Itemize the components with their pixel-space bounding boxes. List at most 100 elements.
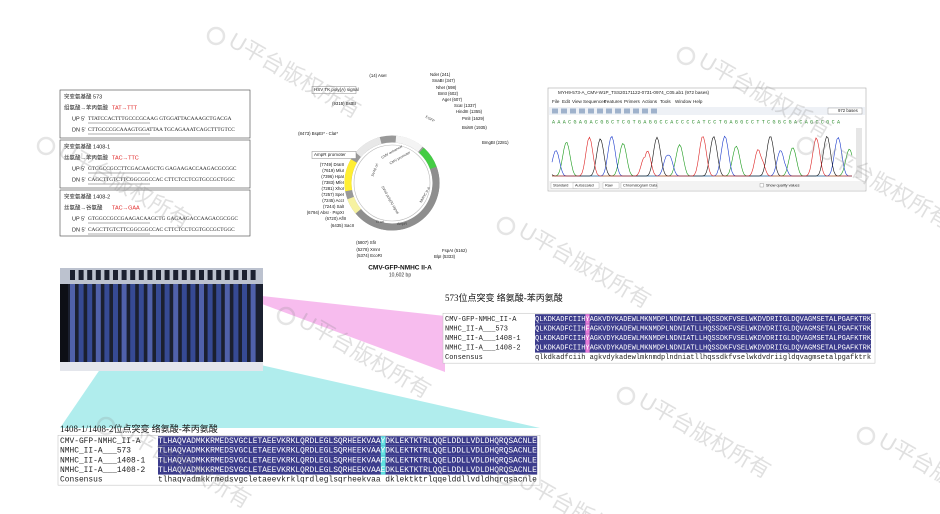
plasmid-size: 10,602 bp (389, 272, 411, 278)
feature-arc (355, 166, 440, 231)
gel-well (156, 270, 161, 280)
gel-well (233, 270, 239, 280)
mutation-highlight (380, 465, 386, 475)
restriction-site: SnaBI (347) (432, 78, 455, 83)
primer-title: 突变氨基酸 573 (64, 92, 102, 100)
sequence-name: CMV-GFP-NMHC_II-A (445, 316, 517, 324)
restriction-site: (5374) EcoRI (357, 253, 382, 258)
restriction-site: BmgBI (2281) (482, 140, 509, 145)
mutation-highlight (585, 333, 590, 343)
gel-well (242, 270, 247, 280)
watermark-logo (276, 306, 296, 326)
gel-lane (130, 284, 136, 364)
sequence-name: CMV-GFP-NMHC_II-A (60, 437, 141, 446)
inner-ring (353, 144, 431, 222)
primer-change: 丝氨酸→谷氨酸 (64, 203, 103, 211)
primer-dn-label: DN 5' (72, 177, 86, 183)
restriction-site: BlpI (5333) (434, 254, 456, 259)
mutation-highlight (585, 343, 590, 353)
primer-codon: TAC→TTC (112, 155, 139, 161)
tab-label: Autoscaled (575, 184, 594, 188)
feature-arc (347, 196, 362, 214)
watermark-logo (206, 26, 226, 46)
restriction-site: FspAI (5162) (442, 248, 467, 253)
restriction-site: (5278) XmnI (356, 247, 380, 252)
menu-item: Features (604, 99, 623, 104)
primer-dn-seq: CAGCTTGTCTTCGGCGGCCAC CTTCTCCTCGTGCCGCTG… (88, 177, 235, 183)
gel-lane (113, 284, 118, 364)
primer-change: 丝氨酸→苯丙氨酸 (64, 153, 109, 161)
gel-lane (164, 284, 170, 364)
toolbar-icon (579, 108, 585, 114)
restriction-site: (9315) BstBI (332, 101, 356, 106)
watermark-logo (676, 46, 696, 66)
gel-well (164, 270, 170, 280)
gel-well (199, 270, 204, 280)
chromatogram-window: MYH9-573-A_CMV-W1P_TSS20171122-0731-0974… (547, 87, 867, 192)
restriction-site: (8473) BspEI* - ClaI* (298, 131, 338, 136)
gel-well (138, 270, 144, 280)
gel-lane (87, 284, 93, 364)
restriction-site: BmtI (602) (438, 91, 459, 96)
gel-well (250, 270, 256, 280)
alignment-title: 1408-1/1408-2位点突变 络氨酸-苯丙氨酸 (60, 423, 218, 434)
watermark-logo (36, 136, 56, 156)
mutation-highlight (380, 445, 386, 456)
restriction-site: BsiWI (1935) (462, 125, 487, 130)
window-frame (547, 87, 867, 192)
feature-arc (355, 137, 382, 158)
mutation-highlight (380, 436, 386, 446)
toolbar-icon (570, 108, 576, 114)
restriction-site: ScaI (1337) (454, 103, 477, 108)
toolbar-icon (624, 108, 630, 114)
restriction-site: (7257) SpeI (322, 192, 344, 197)
sequence: qlkdkadfciih agkvdykadewlmknmdplndniatll… (535, 354, 871, 362)
mutation-highlight (585, 314, 590, 324)
restriction-site: (5807) SfiI (356, 240, 376, 245)
sequence-bg (535, 323, 871, 334)
sequence: TLHAQVADMKKRMEDSVGCLETAEEVKRKLQRDLEGLSQR… (158, 456, 537, 465)
gel-lane (190, 284, 196, 364)
sequence-name: NMHC_II-A___1408-2 (445, 345, 521, 353)
restriction-site: AgeI (607) (442, 97, 463, 102)
status-bar (549, 181, 865, 190)
tab-label: Chromatogram Data (623, 184, 658, 188)
sequence-name: NMHC_II-A___1408-1 (445, 335, 521, 343)
primer-box (59, 89, 251, 139)
primer-dn-seq: CAGCTTGTCTTCGGCGGCCAC CTTCTCCTCGTGCCGCTG… (88, 227, 235, 233)
sequence-name: Consensus (445, 354, 483, 362)
watermark-logo (796, 136, 816, 156)
gel-lane (207, 284, 213, 364)
restriction-site: (6794) AbsI · PspXI (307, 210, 344, 215)
primer-title: 突变氨基酸 1408-2 (64, 192, 110, 200)
feature-box (311, 86, 357, 94)
primer-up-seq: GTGGCCGCCTTCGACAAGCTG GAGAAGACCAAGACGCGG… (88, 166, 237, 172)
checkbox (759, 183, 764, 188)
gel-lane (147, 284, 153, 364)
sequence-bg (535, 314, 871, 324)
gel-lane (242, 284, 247, 364)
restriction-site: NheI (598) (436, 85, 457, 90)
restriction-site: (6720) AflII (325, 216, 346, 221)
watermark-logo (496, 216, 516, 236)
gel-image (60, 268, 263, 371)
watermark-logo (616, 386, 636, 406)
toolbar-icon (597, 108, 603, 114)
toolbar (549, 107, 865, 115)
alignment-title: 573位点突变 络氨酸-苯丙氨酸 (445, 292, 563, 303)
toolbar-icon (588, 108, 594, 114)
gel-lane (216, 284, 222, 364)
mutation-highlight (380, 455, 386, 465)
gel-well (130, 270, 136, 280)
gel-lane (224, 284, 230, 364)
menu-item: Actions (642, 99, 658, 104)
sequence-name: Consensus (60, 475, 103, 484)
sequence-name: NMHC_II-A___573 (445, 325, 508, 333)
tab-button (620, 182, 658, 189)
sequence: tlhaqvadmkkrmedsvgcletaeevkrklqrdleglsqr… (158, 475, 537, 484)
restriction-site: (7244) SalI (323, 204, 344, 209)
sequence-name: NMHC_II-A___1408-2 (60, 466, 145, 475)
primer-codon: TAT→TTT (112, 105, 138, 111)
gel-well (207, 270, 213, 280)
